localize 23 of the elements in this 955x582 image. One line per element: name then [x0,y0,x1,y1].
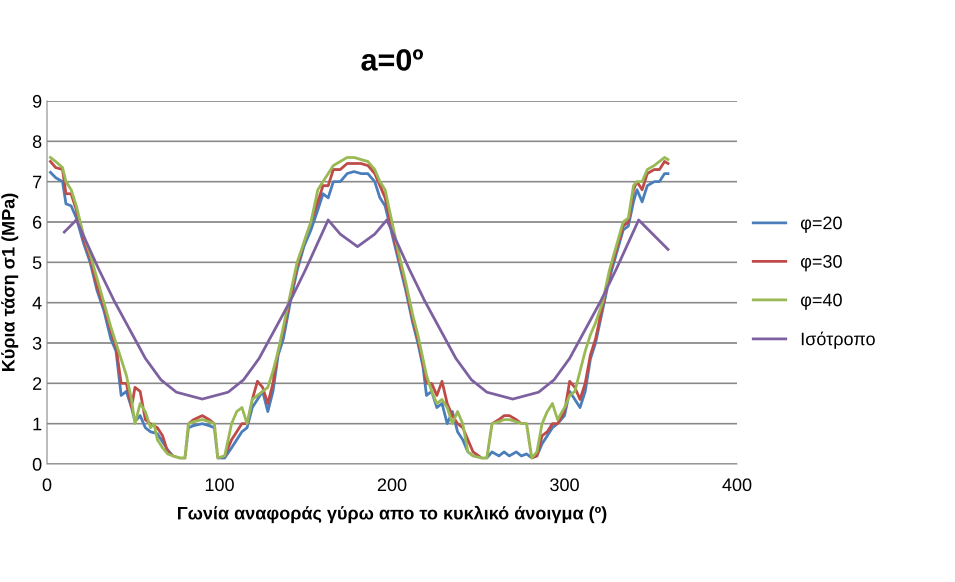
y-tick-label: 0 [32,458,42,471]
y-tick-label: 3 [32,336,42,350]
y-tick-label: 2 [33,377,42,390]
x-tick-label: 0 [42,478,52,492]
y-tick-label: 7 [33,176,42,188]
legend-label: φ=20 [800,216,842,233]
x-tick-label: 300 [550,478,579,492]
chart-title: a=0º [361,49,423,71]
line-series [62,218,670,400]
x-axis-title: Γωνία αναφοράς γύρω απο το κυκλικό άνοιγμα (º) [178,506,606,524]
y-tick-label: 1 [33,418,42,430]
legend-label: φ=40 [800,294,842,310]
legend-label: φ=30 [800,255,842,272]
y-tick-label: 6 [33,216,42,229]
legend-label: Ισότροπο [802,332,875,349]
y-tick-label: 5 [32,256,42,270]
x-tick-label: 200 [378,478,406,492]
y-tick-label: 4 [32,296,42,310]
x-tick-label: 400 [722,478,752,492]
y-axis-title: Κύρια τάση σ1 (MPa) [1,194,18,372]
y-tick-label: 8 [32,135,42,148]
y-tick-label: 9 [32,94,42,108]
x-tick-label: 100 [206,478,234,492]
